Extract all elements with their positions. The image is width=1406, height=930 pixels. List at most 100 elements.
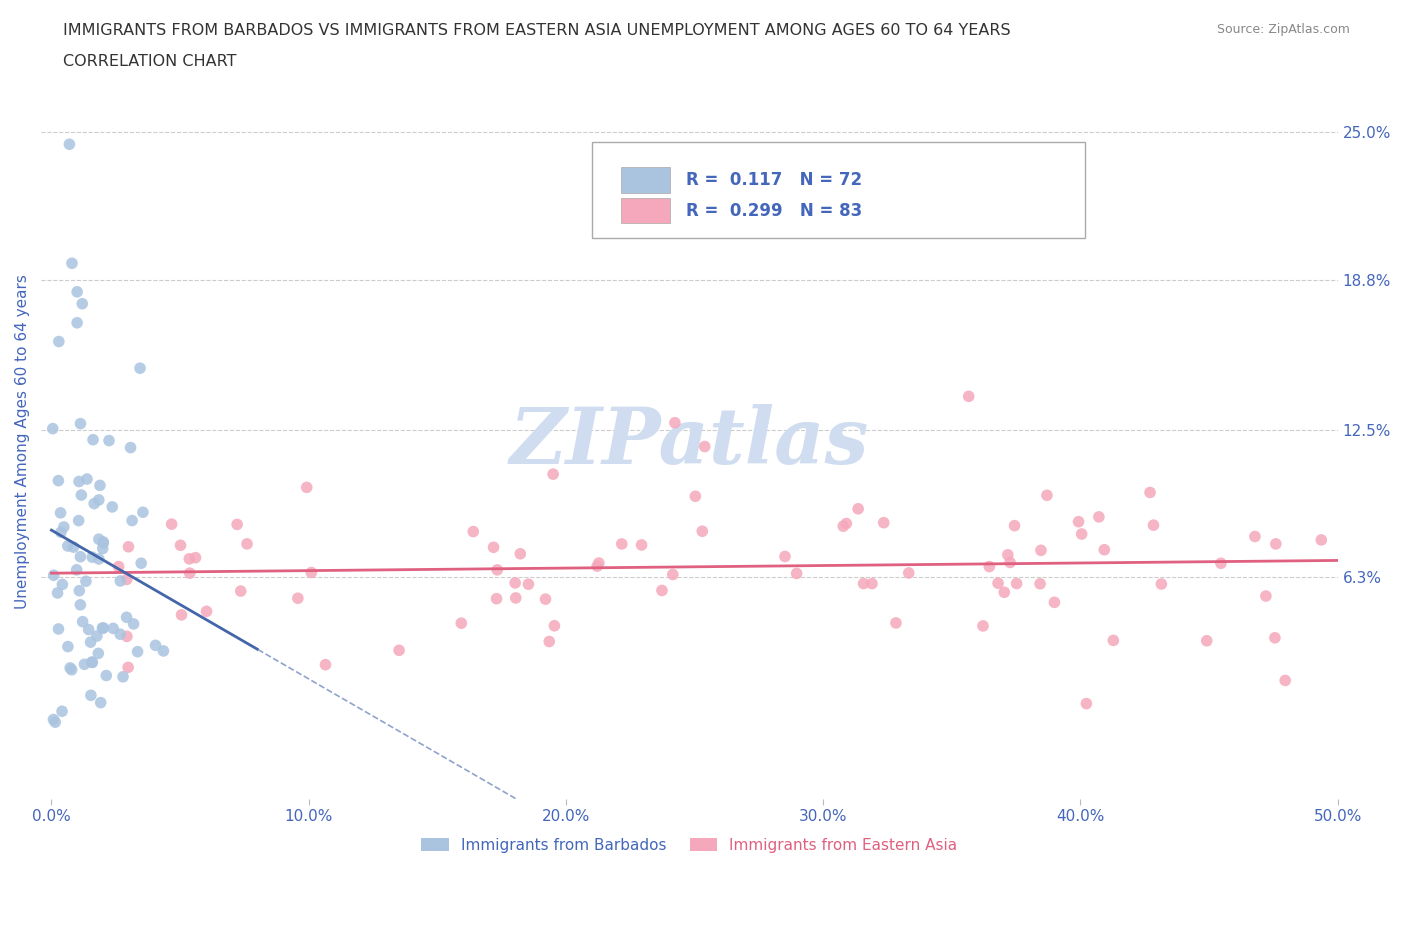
Point (1310, 533, 1333, 548)
Text: R =  0.299   N = 83: R = 0.299 N = 83 (686, 202, 862, 219)
Point (195, 604, 218, 618)
Point (87, 532, 110, 547)
Point (56, 538, 79, 553)
Text: R =  0.117   N = 72: R = 0.117 N = 72 (686, 171, 862, 189)
Point (60, 662, 83, 677)
Point (299, 565, 322, 580)
Point (482, 539, 505, 554)
Text: CORRELATION CHART: CORRELATION CHART (63, 54, 236, 69)
Point (66, 315, 89, 330)
Point (76, 472, 98, 486)
Point (1264, 631, 1286, 645)
Point (120, 440, 142, 455)
Point (226, 517, 249, 532)
Point (82, 655, 104, 670)
Point (1274, 673, 1296, 688)
FancyBboxPatch shape (620, 198, 671, 223)
Point (630, 538, 652, 552)
Point (1043, 595, 1066, 610)
Point (1264, 537, 1286, 551)
Point (179, 551, 201, 566)
Point (463, 525, 485, 539)
FancyBboxPatch shape (620, 167, 671, 193)
Point (773, 549, 796, 564)
Legend: Immigrants from Barbados, Immigrants from Eastern Asia: Immigrants from Barbados, Immigrants fro… (415, 831, 963, 859)
Text: ZIPatlas: ZIPatlas (510, 404, 869, 480)
Point (101, 621, 124, 636)
Point (1036, 488, 1059, 503)
Point (835, 516, 858, 531)
Point (287, 591, 309, 605)
Point (997, 548, 1019, 563)
Point (1244, 529, 1267, 544)
Point (1195, 633, 1218, 648)
Point (486, 563, 509, 578)
Point (46, 586, 69, 601)
Point (58, 137, 80, 152)
Point (48, 334, 70, 349)
Point (44, 715, 66, 730)
Point (87, 646, 110, 661)
Point (1102, 633, 1125, 648)
Point (685, 489, 707, 504)
Point (538, 634, 561, 649)
Point (69, 597, 91, 612)
Point (1005, 576, 1028, 591)
Point (1139, 485, 1161, 500)
Point (93, 620, 115, 635)
Point (873, 515, 896, 530)
Point (117, 539, 139, 554)
Point (229, 584, 252, 599)
Point (56, 639, 79, 654)
Text: Source: ZipAtlas.com: Source: ZipAtlas.com (1216, 23, 1350, 36)
Point (67, 513, 90, 528)
Point (586, 559, 609, 574)
Point (897, 565, 920, 580)
Point (42, 421, 65, 436)
Point (87, 551, 110, 566)
Point (179, 565, 201, 580)
Point (42, 568, 65, 583)
Point (107, 559, 129, 574)
Point (388, 643, 411, 658)
Point (91, 536, 114, 551)
Point (145, 638, 167, 653)
Point (503, 576, 526, 591)
Point (832, 519, 855, 534)
Point (89, 478, 111, 493)
Point (505, 591, 527, 605)
Point (96, 668, 118, 683)
Point (98, 433, 121, 448)
Point (66, 285, 89, 299)
Point (1088, 510, 1111, 525)
Point (49, 505, 72, 520)
Y-axis label: Unemployment Among Ages 60 to 64 years: Unemployment Among Ages 60 to 64 years (15, 274, 30, 609)
Point (67, 583, 90, 598)
Text: IMMIGRANTS FROM BARBADOS VS IMMIGRANTS FROM EASTERN ASIA UNEMPLOYMENT AMONG AGES: IMMIGRANTS FROM BARBADOS VS IMMIGRANTS F… (63, 23, 1011, 38)
Point (87, 493, 110, 508)
Point (83, 497, 105, 512)
Point (90, 696, 112, 711)
Point (122, 617, 145, 631)
Point (42, 712, 65, 727)
Point (51, 577, 73, 591)
Point (295, 480, 318, 495)
Point (314, 658, 336, 672)
Point (846, 501, 869, 516)
Point (1254, 589, 1277, 604)
Point (693, 439, 716, 454)
Point (450, 616, 472, 631)
Point (993, 585, 1015, 600)
Point (75, 574, 97, 589)
Point (786, 566, 808, 581)
Point (169, 538, 191, 552)
Point (1209, 556, 1232, 571)
Point (117, 660, 139, 675)
Point (91, 535, 114, 550)
Point (664, 416, 686, 431)
Point (77, 622, 100, 637)
Point (692, 524, 714, 538)
Point (1029, 543, 1052, 558)
Point (236, 537, 259, 551)
Point (534, 591, 557, 606)
